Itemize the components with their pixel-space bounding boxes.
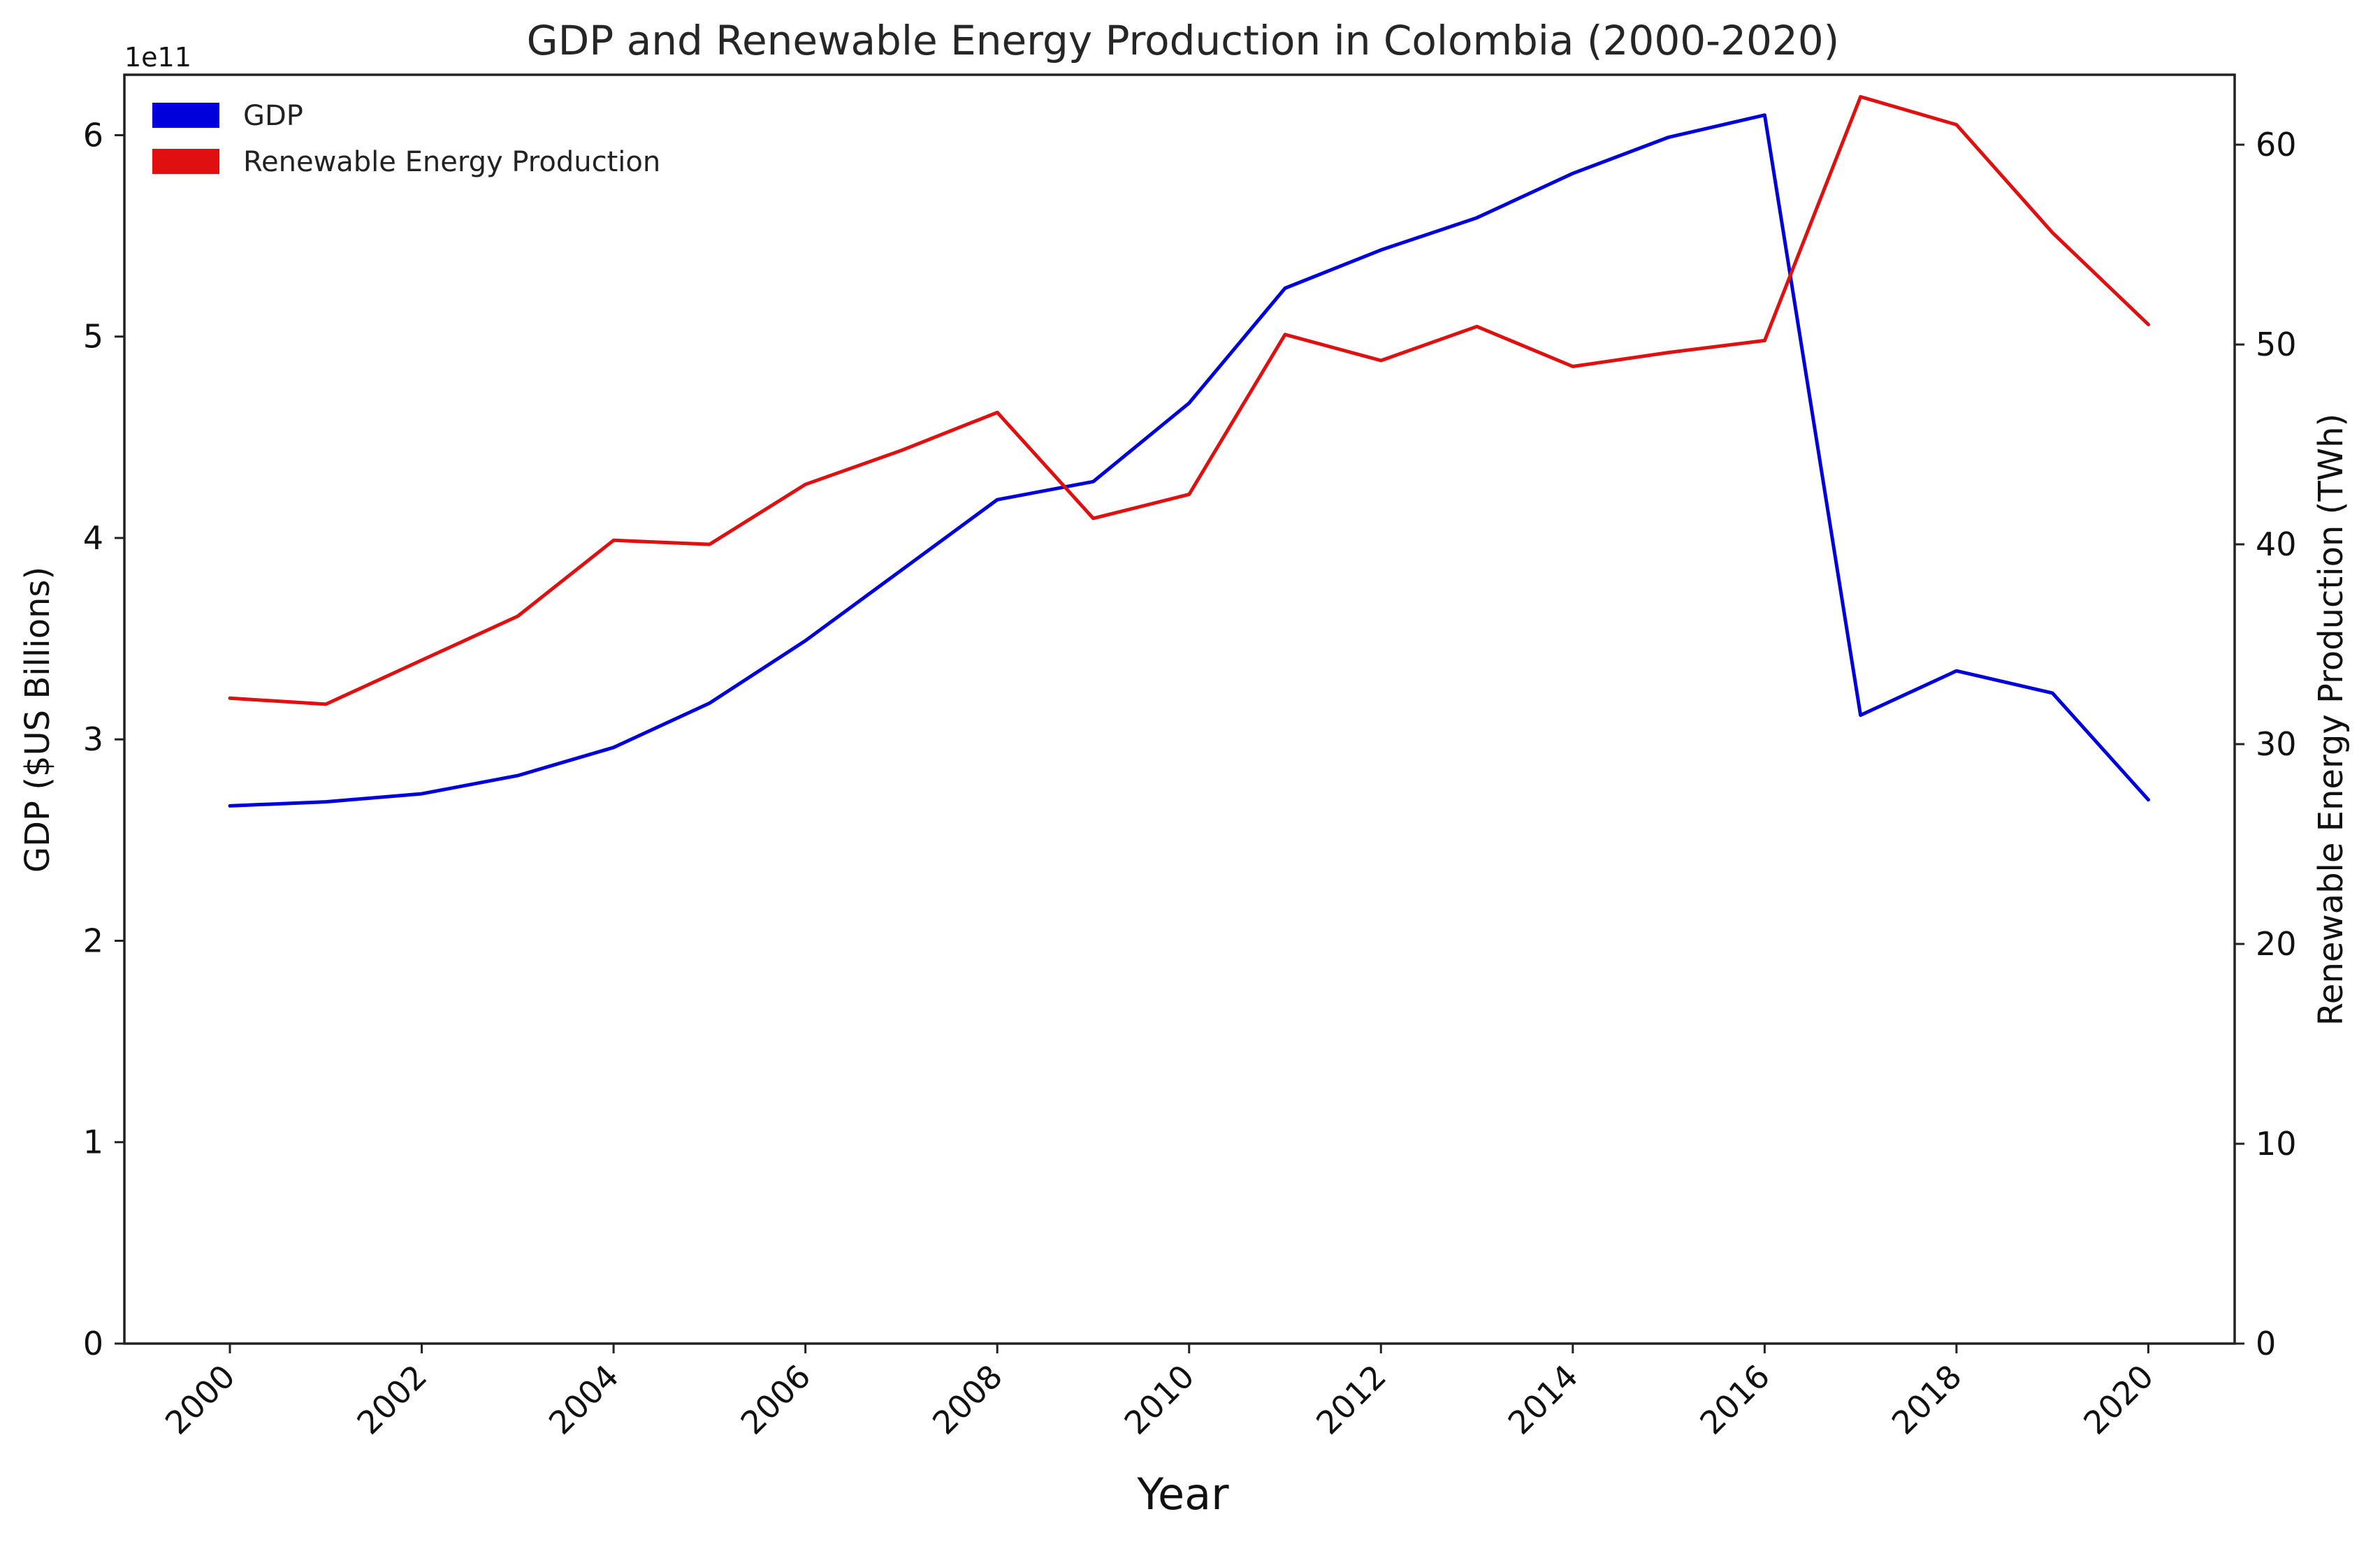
x-tick-label: 2000 <box>158 1358 242 1442</box>
x-tick-label: 2014 <box>1501 1358 1586 1442</box>
legend-label-gdp: GDP <box>243 100 303 132</box>
x-tick-label: 2002 <box>349 1358 434 1442</box>
legend-label-renewable-energy-production: Renewable Energy Production <box>243 146 660 178</box>
renewable-energy-production-series-line <box>228 95 2150 706</box>
left-y-axis-label: GDP ($US Billions) <box>18 567 57 873</box>
x-tick-label: 2020 <box>2076 1358 2161 1442</box>
left-y-tick-label: 6 <box>83 116 103 154</box>
right-y-tick-label: 10 <box>2256 1125 2297 1163</box>
x-tick-label: 2010 <box>1117 1358 1202 1442</box>
left-y-tick-label: 4 <box>83 519 103 557</box>
left-y-tick-label: 2 <box>83 922 103 959</box>
x-tick-label: 2012 <box>1309 1358 1393 1442</box>
gdp-series-line <box>228 113 2150 808</box>
x-tick-label: 2016 <box>1692 1358 1777 1442</box>
right-y-axis-label: Renewable Energy Production (TWh) <box>2312 414 2351 1026</box>
x-tick-label: 2006 <box>733 1358 818 1442</box>
legend-swatch-gdp <box>152 103 219 128</box>
left-axis-offset-label: 1e11 <box>124 42 191 73</box>
right-y-tick-label: 0 <box>2256 1325 2276 1362</box>
x-tick-label: 2004 <box>542 1358 626 1442</box>
chart-title: GDP and Renewable Energy Production in C… <box>527 17 1840 64</box>
x-tick-label: 2008 <box>925 1358 1010 1442</box>
plot-area: 2000 2002 2004 2006 2008 2010 2012 2014 2016 2018… <box>83 73 2297 1442</box>
left-y-tick-label: 3 <box>83 720 103 758</box>
plot-frame <box>123 73 2236 1345</box>
left-y-tick-label: 5 <box>83 318 103 356</box>
x-axis-label: Year <box>1136 1469 1229 1520</box>
right-y-tick-label: 40 <box>2256 525 2297 563</box>
x-tick-label: 2018 <box>1885 1358 1969 1442</box>
right-y-tick-label: 30 <box>2256 725 2297 763</box>
right-y-tick-label: 20 <box>2256 925 2297 963</box>
legend-swatch-renewable-energy-production <box>152 149 219 174</box>
right-y-tick-label: 60 <box>2256 126 2297 163</box>
left-y-tick-label: 0 <box>83 1325 103 1362</box>
left-y-tick-label: 1 <box>83 1123 103 1161</box>
right-y-tick-label: 50 <box>2256 326 2297 363</box>
